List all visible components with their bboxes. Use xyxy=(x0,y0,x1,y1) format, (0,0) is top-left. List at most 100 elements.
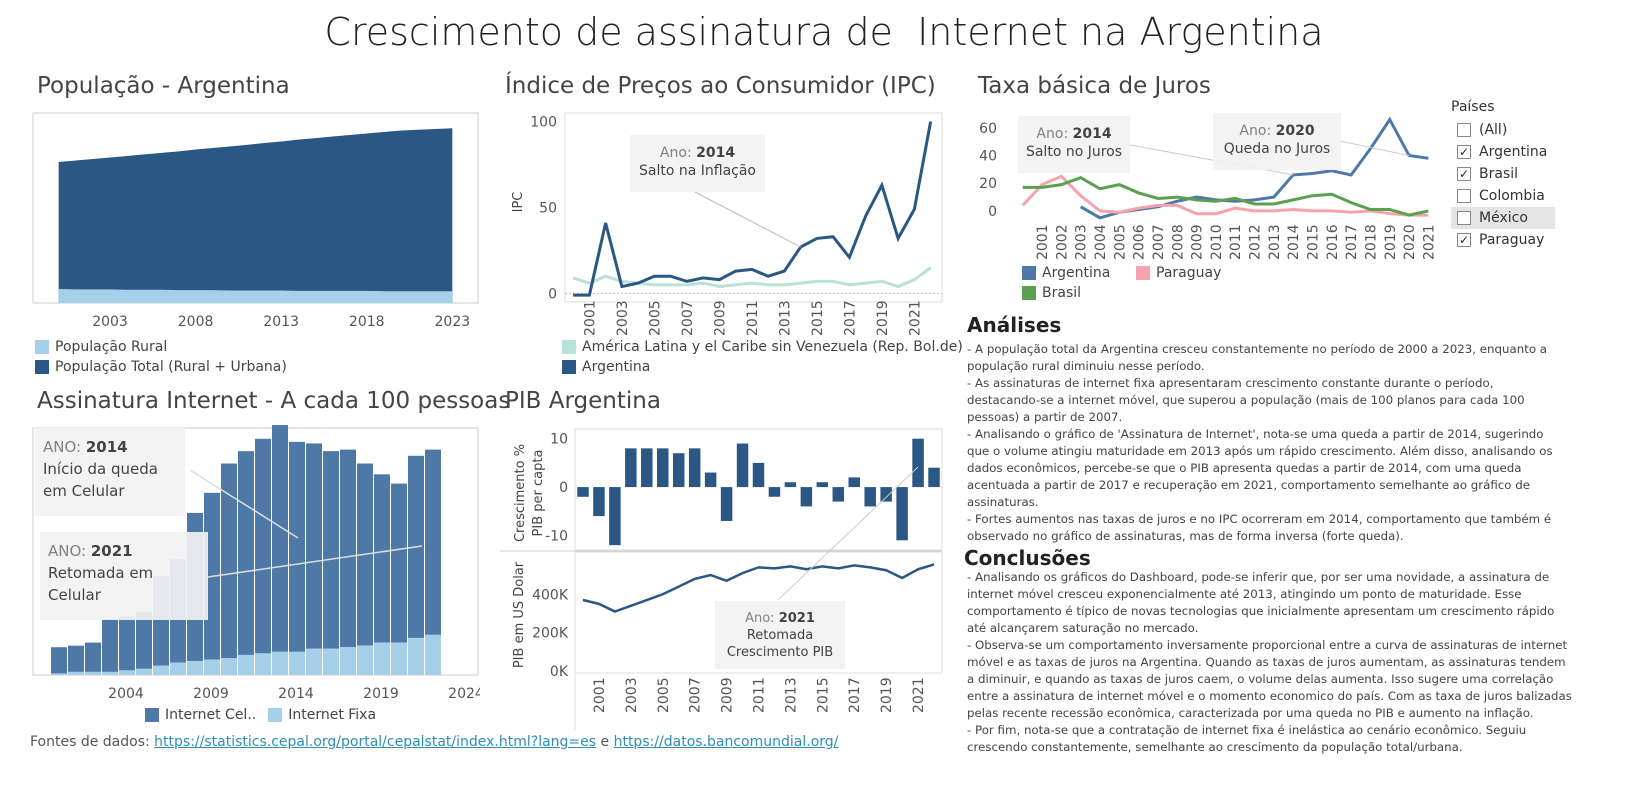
checkbox[interactable] xyxy=(1457,189,1471,203)
x-tick-label: 2009 xyxy=(720,677,736,713)
conclusoes-title: Conclusões xyxy=(964,546,1091,570)
bar-crescimento-pib xyxy=(736,443,749,488)
ipc-chart: IPC 0 50 100 2001 2003 2005 2007 2009 2011 2013 20… xyxy=(511,112,943,335)
annotation-text: em Celular xyxy=(43,482,125,500)
x-tick-label: 2001 xyxy=(592,677,608,713)
filter-item-argentina[interactable]: ✓ Argentina xyxy=(1451,141,1555,163)
legend-item-populacao-total[interactable]: População Total (Rural + Urbana) xyxy=(35,359,287,375)
annotation-year: 2014 xyxy=(1072,126,1112,142)
bar-internet-celular xyxy=(340,449,356,648)
checkbox[interactable]: ✓ xyxy=(1457,145,1471,159)
populacao-chart: 2003 2008 2013 2018 2023 xyxy=(32,112,479,330)
filter-label: México xyxy=(1479,210,1528,226)
x-tick-label: 2006 xyxy=(1132,224,1148,260)
x-tick-label: 2008 xyxy=(178,314,214,330)
text-line: - Por fim, nota-se que a contratação de … xyxy=(967,723,1527,737)
filter-item-mexico[interactable]: México xyxy=(1451,207,1555,229)
x-tick-label: 2009 xyxy=(1190,224,1206,260)
bar-crescimento-pib xyxy=(593,487,605,517)
legend-item-brasil[interactable]: Brasil xyxy=(1022,285,1081,301)
y-tick-label: 200K xyxy=(532,626,569,642)
legend-item-internet-fixa[interactable]: Internet Fixa xyxy=(268,707,376,723)
x-tick-label: 2007 xyxy=(688,677,704,713)
bar-internet-celular xyxy=(102,619,118,672)
x-tick-label: 2021 xyxy=(911,677,927,713)
checkbox[interactable]: ✓ xyxy=(1457,167,1471,181)
juros-annotation-2020: Ano: 2020 Queda no Juros xyxy=(1213,113,1341,170)
x-tick-label: 2001 xyxy=(582,300,598,335)
bar-crescimento-pib xyxy=(768,487,781,497)
x-tick-label: 2005 xyxy=(647,300,663,335)
legend-item-populacao-rural[interactable]: População Rural xyxy=(35,339,287,355)
filter-item-all[interactable]: (All) xyxy=(1451,119,1555,141)
ipc-legend: América Latina y el Caribe sin Venezuela… xyxy=(562,339,963,375)
bar-crescimento-pib xyxy=(880,487,892,502)
ylabel-pib-usd: PIB em US Dolar xyxy=(512,561,527,668)
text-line: dados econômicos, percebe-se que o PIB a… xyxy=(967,461,1522,475)
x-tick-label: 2008 xyxy=(1170,224,1186,260)
bar-internet-celular xyxy=(425,449,441,635)
text-line: entre a assinatura de internet móvel e o… xyxy=(967,689,1572,703)
y-tick-label: 400K xyxy=(532,587,569,603)
x-tick-label: 2009 xyxy=(193,686,229,702)
line-america-latina xyxy=(572,266,932,289)
x-tick-label: 2010 xyxy=(1209,224,1225,260)
filter-item-colombia[interactable]: Colombia xyxy=(1451,185,1555,207)
bar-internet-fixa xyxy=(136,668,152,675)
annotation-leader xyxy=(694,191,801,248)
bar-internet-fixa xyxy=(255,653,271,675)
text-line: comportamento é típico de novas tecnolog… xyxy=(967,604,1555,618)
legend-item-paraguay[interactable]: Paraguay xyxy=(1136,265,1221,281)
internet-annotation-2021: ANO: 2021 Retomada em Celular xyxy=(40,532,208,620)
annotation-text: Crescimento PIB xyxy=(726,645,834,660)
bar-internet-celular xyxy=(85,642,101,672)
checkbox[interactable] xyxy=(1457,123,1471,137)
text-line: - Analisando os gráficos do Dashboard, p… xyxy=(967,570,1550,584)
area-populacao-rural xyxy=(58,288,453,303)
juros-title: Taxa básica de Juros xyxy=(978,73,1211,99)
text-line: população rural diminuiu nesse período. xyxy=(967,359,1205,373)
x-tick-label: 2016 xyxy=(1325,224,1341,260)
bar-internet-celular xyxy=(323,451,339,649)
bar-internet-fixa xyxy=(425,634,441,675)
x-tick-label: 2012 xyxy=(1248,224,1264,260)
pib-title: PIB Argentina xyxy=(505,388,661,414)
x-tick-label: 2018 xyxy=(1363,224,1379,260)
x-tick-label: 2015 xyxy=(810,300,826,335)
legend-label: Argentina xyxy=(1042,265,1111,281)
paises-filter: Países (All) ✓ Argentina ✓ Brasil Colombia… xyxy=(1451,99,1555,251)
x-tick-label: 2003 xyxy=(92,314,128,330)
checkbox[interactable]: ✓ xyxy=(1457,233,1471,247)
cepal-link[interactable]: https://statistics.cepal.org/portal/cepa… xyxy=(154,734,597,750)
legend-item-internet-celular[interactable]: Internet Cel.. xyxy=(145,707,256,723)
filter-item-paraguay[interactable]: ✓ Paraguay xyxy=(1451,229,1555,251)
plot-frame xyxy=(574,551,943,674)
text-line: - Fortes aumentos nas taxas de juros e n… xyxy=(967,512,1552,526)
bar-internet-fixa xyxy=(51,673,67,675)
annotation-leader xyxy=(207,545,423,578)
bar-crescimento-pib xyxy=(896,487,908,541)
annotation-leader xyxy=(189,469,299,539)
legend-item-argentina[interactable]: Argentina xyxy=(562,359,963,375)
legend-item-america-latina[interactable]: América Latina y el Caribe sin Venezuela… xyxy=(562,339,963,355)
filter-item-brasil[interactable]: ✓ Brasil xyxy=(1451,163,1555,185)
annotation-year: 2014 xyxy=(85,438,128,456)
x-tick-label: 2013 xyxy=(263,314,299,330)
x-tick-label: 2011 xyxy=(1228,224,1244,260)
x-tick-label: 2013 xyxy=(1267,224,1283,260)
legend-label: Brasil xyxy=(1042,285,1082,301)
annotation-text: Salto na Inflação xyxy=(638,163,756,179)
bar-internet-fixa xyxy=(85,671,101,675)
legend-item-argentina[interactable]: Argentina xyxy=(1022,265,1110,281)
y-tick-label: 50 xyxy=(539,201,557,217)
bar-internet-celular xyxy=(272,425,288,652)
checkbox[interactable] xyxy=(1457,211,1471,225)
bar-internet-fixa xyxy=(323,648,339,675)
x-tick-label: 2003 xyxy=(624,677,640,713)
bancomundial-link[interactable]: https://datos.bancomundial.org/ xyxy=(613,734,839,750)
text-line: até alcançarem saturação no mercado. xyxy=(967,621,1199,635)
x-tick-label: 2019 xyxy=(879,677,895,713)
annotation-leader xyxy=(1334,139,1410,157)
bar-internet-fixa xyxy=(357,645,373,675)
